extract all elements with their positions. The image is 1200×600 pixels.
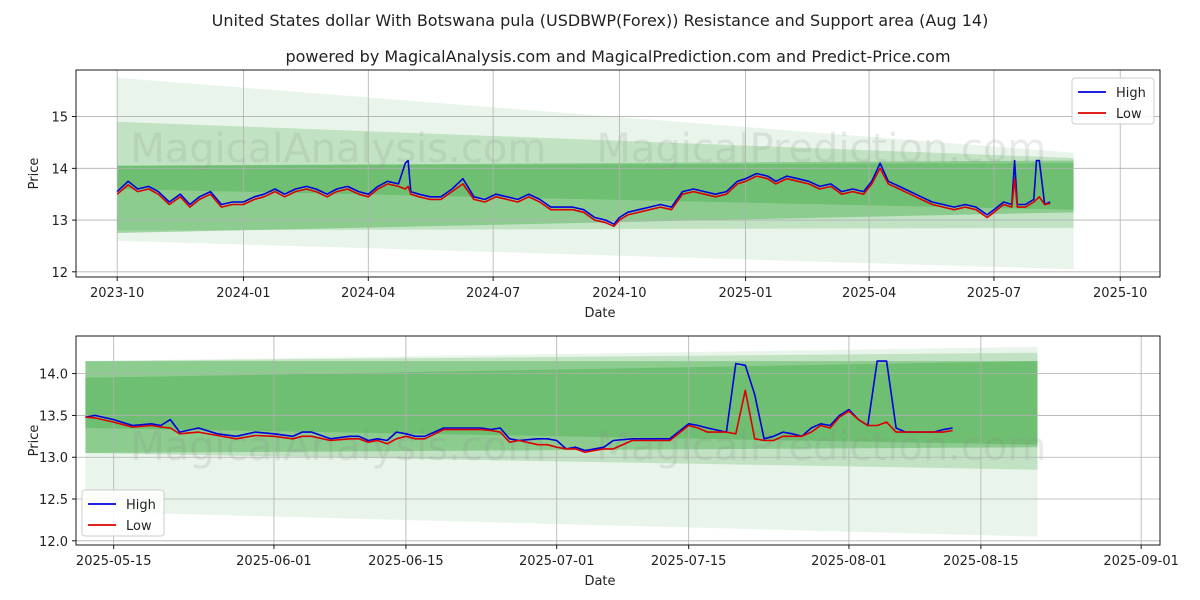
band-2	[117, 121, 1074, 231]
legend: High Low	[1071, 77, 1155, 125]
x-tick-label: 2024-04	[341, 286, 395, 301]
y-tick-label: 12.0	[39, 535, 68, 550]
legend: High Low	[81, 489, 165, 537]
top-chart-axes: MagicalAnalysis.com MagicalPrediction.com…	[27, 69, 1161, 321]
watermark-right: MagicalPrediction.com	[596, 424, 1046, 470]
band-2	[85, 352, 1038, 470]
support-resistance-bands	[117, 77, 1074, 270]
x-tick-label: 2025-08-01	[811, 554, 887, 569]
band-3	[117, 160, 1074, 234]
series-lines	[116, 159, 1051, 228]
y-tick-label: 13.5	[39, 409, 68, 424]
legend-label-low: Low	[126, 519, 152, 534]
legend-box	[81, 489, 165, 537]
x-tick-label: 2025-07	[967, 286, 1021, 301]
band-4	[85, 361, 1038, 445]
x-tick-label: 2025-06-01	[236, 554, 312, 569]
y-tick-label: 13.0	[39, 451, 68, 466]
plot-frame	[75, 335, 1161, 546]
x-tick-label: 2023-10	[90, 286, 144, 301]
y-tick-label: 14.0	[39, 368, 68, 383]
x-tick-label: 2025-09-01	[1103, 554, 1179, 569]
plot-background	[76, 70, 1160, 277]
y-tick-label: 14	[51, 162, 68, 177]
y-axis-label: Price	[27, 158, 42, 190]
x-tick-label: 2025-01	[718, 286, 772, 301]
chart-title: United States dollar With Botswana pula …	[212, 11, 989, 30]
chart-subtitle: powered by MagicalAnalysis.com and Magic…	[285, 47, 950, 66]
legend-label-high: High	[1116, 86, 1146, 101]
watermark-left: MagicalAnalysis.com	[130, 126, 546, 172]
series-line-low	[85, 389, 953, 453]
plot-frame	[75, 69, 1161, 278]
y-axis-label: Price	[27, 425, 42, 457]
x-axis-label: Date	[584, 306, 615, 321]
band-1	[85, 346, 1038, 537]
support-resistance-bands	[85, 346, 1038, 537]
x-tick-label: 2025-07-01	[519, 554, 595, 569]
y-tick-label: 12	[51, 266, 68, 281]
bottom-chart-axes: MagicalAnalysis.com MagicalPrediction.com…	[27, 335, 1179, 589]
series-line-high	[116, 159, 1051, 225]
series-lines	[85, 360, 953, 453]
band-4	[117, 163, 1074, 210]
y-tick-label: 12.5	[39, 493, 68, 508]
watermark-right: MagicalPrediction.com	[596, 126, 1046, 172]
y-tick-label: 15	[51, 111, 68, 126]
x-tick-label: 2024-10	[592, 286, 646, 301]
grid-lines	[76, 70, 1160, 277]
legend-box	[1071, 77, 1155, 125]
x-tick-label: 2025-06-15	[368, 554, 444, 569]
series-line-low	[116, 167, 1051, 228]
watermark-left: MagicalAnalysis.com	[130, 424, 546, 470]
x-tick-label: 2025-10	[1093, 286, 1147, 301]
band-1	[117, 77, 1074, 270]
x-axis-label: Date	[584, 574, 615, 589]
y-tick-label: 13	[51, 214, 68, 229]
legend-label-high: High	[126, 498, 156, 513]
x-tick-label: 2025-05-15	[76, 554, 152, 569]
x-tick-label: 2025-08-15	[943, 554, 1019, 569]
series-line-high	[85, 360, 953, 452]
x-tick-label: 2024-01	[216, 286, 270, 301]
x-tick-label: 2024-07	[466, 286, 520, 301]
x-tick-label: 2025-04	[842, 286, 896, 301]
legend-label-low: Low	[1116, 107, 1142, 122]
x-tick-label: 2025-07-15	[651, 554, 727, 569]
band-3	[85, 361, 1038, 454]
